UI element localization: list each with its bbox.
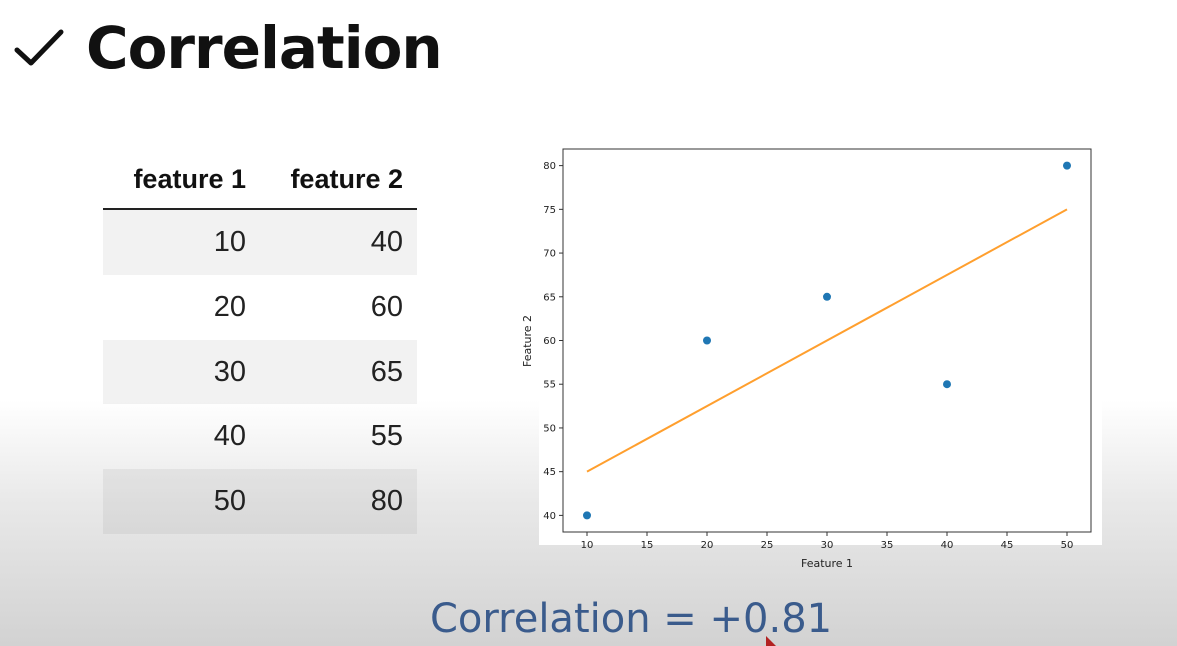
title-text: Correlation [86,14,443,82]
x-tick-label: 35 [881,540,894,551]
x-tick-label: 25 [761,540,774,551]
scatter-point [1063,161,1071,170]
table-header: feature 1 feature 2 [103,150,417,210]
correlation-result: Correlation = +0.81 [430,596,833,642]
scatter-points [583,161,1071,520]
fit-line [586,208,1068,473]
x-tick-label: 50 [1061,540,1074,551]
y-axis: 40 45 50 55 60 65 70 75 80 [543,161,563,522]
scatter-point [583,511,591,520]
y-tick-label: 75 [543,205,556,216]
x-tick-label: 10 [581,540,594,551]
y-tick-label: 55 [543,380,556,391]
table-row: 20 60 [103,275,417,340]
x-axis-label: Feature 1 [801,557,853,570]
table-row: 50 80 [103,469,417,534]
table-cell: 20 [213,290,246,323]
x-tick-label: 30 [821,540,834,551]
fit-line-group [586,208,1068,473]
slide-title: Correlation [14,8,443,88]
data-table: feature 1 feature 2 10 40 20 60 30 65 40… [103,150,417,534]
column-header: feature 1 [133,164,246,194]
plot-background [539,138,1102,545]
y-tick-label: 50 [543,423,556,434]
table-cell: 10 [213,226,246,258]
y-tick-label: 80 [543,161,556,172]
x-tick-label: 45 [1001,540,1014,551]
y-tick-label: 70 [543,249,556,260]
table-cell: 40 [370,226,403,258]
table-cell: 65 [370,355,403,388]
x-axis: 10 15 20 25 30 35 40 45 50 [581,532,1074,551]
table-cell: 60 [370,290,403,323]
table-row: 10 40 [103,210,417,275]
x-tick-label: 20 [701,540,714,551]
scatter-point [703,336,711,345]
table-cell: 55 [370,420,403,453]
column-header: feature 2 [290,164,403,194]
table-cell: 40 [213,420,246,453]
x-tick-label: 15 [641,540,654,551]
scatter-point [943,380,951,389]
y-tick-label: 60 [543,336,556,347]
table-cell: 80 [370,485,403,518]
y-tick-label: 65 [543,292,556,303]
table-row: 40 55 [103,404,417,469]
y-tick-label: 40 [543,511,556,522]
y-tick-label: 45 [543,467,556,478]
table-row: 30 65 [103,339,417,405]
table-cell: 30 [213,355,246,388]
y-axis-label: Feature 2 [521,315,534,367]
scatter-point [823,292,831,301]
mouse-cursor-icon [766,636,776,646]
checkmark-icon [14,29,64,66]
x-tick-label: 40 [941,540,954,551]
table-cell: 50 [213,485,246,518]
